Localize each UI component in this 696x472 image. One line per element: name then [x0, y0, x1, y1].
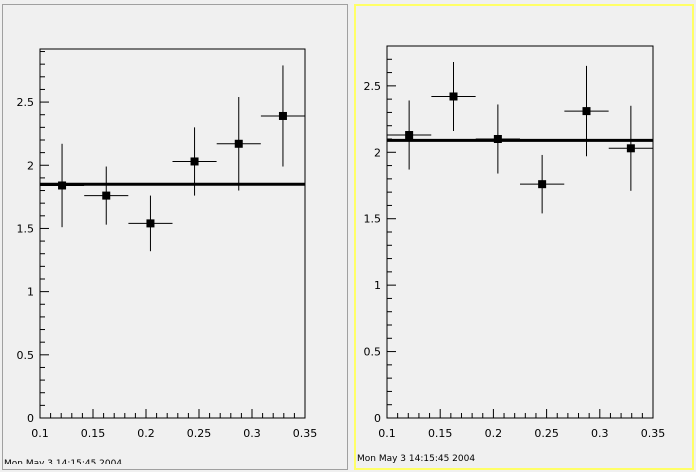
x-tick-label: 0.15: [428, 427, 453, 440]
data-point-marker: [102, 191, 111, 200]
x-tick-label: 0.1: [31, 427, 49, 440]
y-tick-label: 2: [27, 159, 34, 172]
plot-frame: [386, 45, 654, 419]
y-tick-label: 2.5: [364, 80, 382, 93]
x-tick-label: 0.1: [378, 427, 396, 440]
y-tick-label: 0: [374, 412, 381, 425]
data-point-marker: [538, 180, 547, 189]
x-tick-label: 0.25: [187, 427, 212, 440]
y-tick-label: 1.5: [364, 213, 382, 226]
data-point-marker: [278, 111, 287, 120]
y-tick-label: 1: [374, 279, 381, 292]
right-pad-timestamp: Mon May 3 14:15:45 2004: [357, 454, 476, 464]
data-point-marker: [493, 135, 502, 143]
data-point-marker: [626, 144, 635, 153]
left-pad-timestamp: Mon May 3 14:15:45 2004: [4, 459, 122, 464]
x-tick-label: 0.25: [534, 427, 559, 440]
x-tick-label: 0.15: [81, 427, 106, 440]
y-tick-label: 1.5: [17, 222, 35, 235]
data-point-marker: [234, 139, 243, 148]
data-point-marker: [190, 157, 199, 166]
y-tick-label: 0: [27, 412, 34, 425]
x-tick-label: 0.2: [485, 427, 503, 440]
data-point-marker: [146, 219, 155, 228]
y-tick-label: 0.5: [17, 349, 35, 362]
data-point-marker: [405, 131, 414, 140]
data-point-marker: [58, 181, 67, 190]
y-tick-label: 2: [374, 146, 381, 159]
x-tick-label: 0.35: [641, 427, 666, 440]
x-tick-label: 0.2: [137, 427, 155, 440]
plot-frame: [39, 48, 306, 419]
x-tick-label: 0.3: [591, 427, 609, 440]
x-tick-label: 0.3: [243, 427, 261, 440]
data-point-marker: [449, 92, 458, 101]
y-tick-label: 2.5: [17, 96, 35, 109]
x-tick-label: 0.35: [293, 427, 318, 440]
y-tick-label: 0.5: [364, 346, 382, 359]
y-tick-label: 1: [27, 286, 34, 299]
data-point-marker: [582, 107, 591, 116]
